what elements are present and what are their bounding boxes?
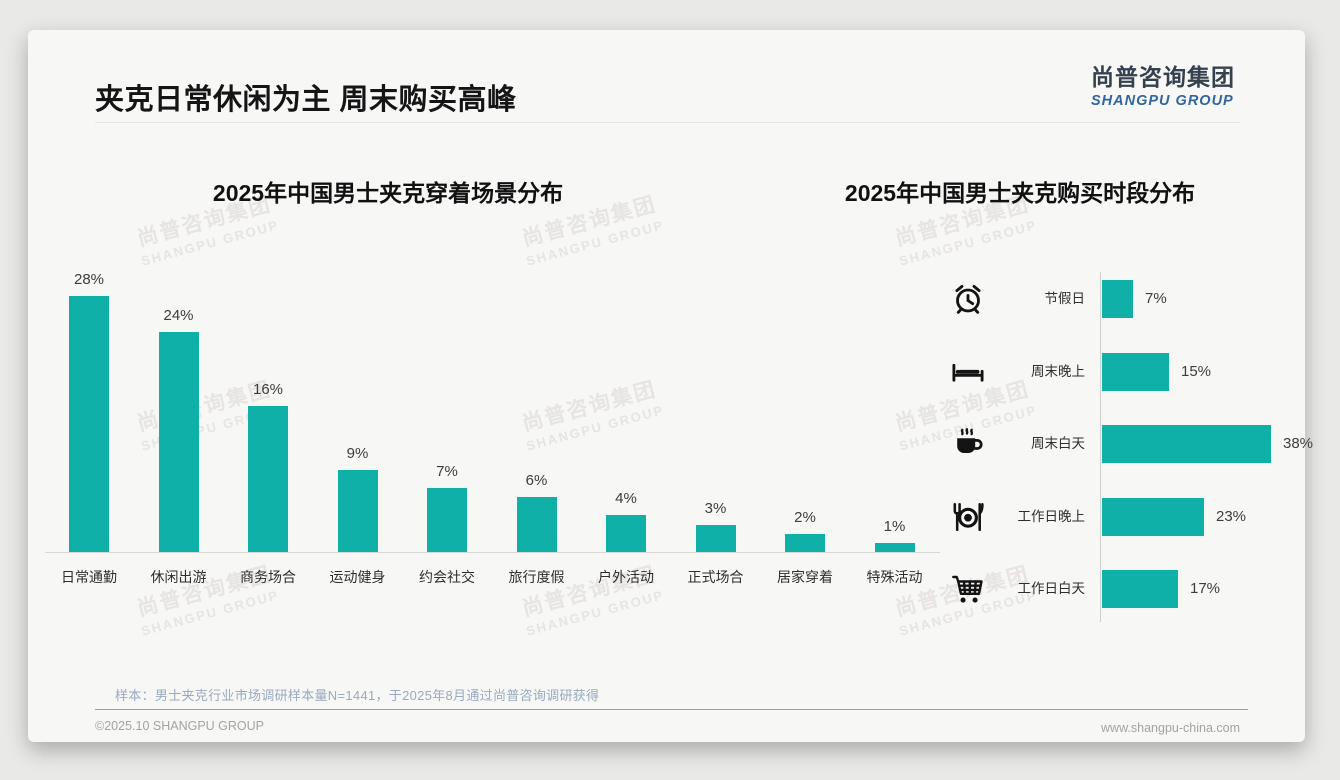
bar bbox=[1102, 352, 1169, 391]
row-category-label: 工作日白天 bbox=[1017, 581, 1086, 596]
shangpu-logo: 尚普咨询集团 SHANGPU GROUP bbox=[1091, 58, 1241, 109]
time-chart: 节假日 7% 周末晚上 15% 周末白天 38% 工作日晚上 23% 工作日白天 17% bbox=[28, 30, 1313, 742]
header-divider bbox=[95, 122, 1240, 123]
bar-category-label: 运动健身 bbox=[329, 569, 386, 585]
bar-category-label: 户外活动 bbox=[598, 569, 654, 585]
bar-value-label: 38% bbox=[1283, 435, 1314, 452]
sample-footnote: 样本：男士夹克行业市场调研样本量N=1441，于2025年8月通过尚普咨询调研获… bbox=[115, 688, 600, 703]
bar bbox=[1102, 425, 1271, 463]
row-category-label: 节假日 bbox=[1044, 291, 1086, 306]
bar bbox=[1102, 280, 1133, 318]
bar bbox=[874, 543, 915, 552]
row-category-label: 周末晚上 bbox=[1031, 363, 1085, 379]
bar bbox=[158, 332, 199, 552]
cart-icon bbox=[950, 571, 986, 607]
bar-value-label: 16% bbox=[252, 381, 284, 398]
footer-copyright: ©2025.10 SHANGPU GROUP bbox=[95, 719, 264, 733]
bar-value-label: 15% bbox=[1181, 362, 1212, 380]
alarm-clock-icon bbox=[950, 281, 986, 317]
logo-cn-text: 尚普咨询集团 bbox=[1091, 64, 1235, 90]
bar-category-label: 休闲出游 bbox=[150, 569, 207, 585]
bar-category-label: 约会社交 bbox=[419, 569, 475, 585]
bar-value-label: 4% bbox=[615, 490, 637, 507]
bar bbox=[69, 296, 109, 552]
y-axis-line bbox=[1100, 272, 1101, 622]
dining-icon bbox=[950, 499, 986, 535]
bar bbox=[606, 515, 646, 552]
bar-value-label: 23% bbox=[1216, 507, 1247, 525]
x-axis-line bbox=[45, 552, 940, 553]
footer-divider bbox=[95, 709, 1248, 710]
slide-card: 尚普咨询集团 SHANGPU GROUP 尚普咨询集团 SHANGPU GROUP 尚普… bbox=[28, 30, 1313, 742]
bar-value-label: 7% bbox=[436, 463, 458, 480]
bar-category-label: 居家穿着 bbox=[777, 569, 833, 585]
bar-category-label: 日常通勤 bbox=[61, 569, 117, 585]
bar-value-label: 3% bbox=[704, 500, 727, 517]
bar-category-label: 正式场合 bbox=[687, 569, 744, 585]
bar-value-label: 17% bbox=[1190, 580, 1221, 597]
scene-chart: 28% 日常通勤 24% 休闲出游 16% 商务场合 9% 运动健身 7% 约会社交 6% 旅行度假 4… bbox=[45, 271, 940, 585]
bar bbox=[427, 488, 467, 552]
time-chart-title: 2025年中国男士夹克购买时段分布 bbox=[844, 180, 1196, 206]
bar bbox=[1102, 497, 1204, 536]
bar bbox=[695, 525, 736, 552]
bar-category-label: 特殊活动 bbox=[866, 569, 923, 585]
bar-value-label: 24% bbox=[163, 307, 194, 324]
bar-category-label: 旅行度假 bbox=[508, 569, 565, 585]
row-category-label: 工作日晚上 bbox=[1017, 508, 1086, 524]
bar-category-label: 商务场合 bbox=[240, 569, 296, 585]
page-title: 夹克日常休闲为主 周末购买高峰 bbox=[95, 84, 517, 116]
footer-website: www.shangpu-china.com bbox=[1101, 721, 1240, 735]
bar bbox=[248, 406, 288, 552]
bar bbox=[337, 470, 378, 552]
coffee-icon bbox=[950, 426, 986, 462]
scene-chart-title: 2025年中国男士夹克穿着场景分布 bbox=[212, 180, 564, 206]
bar-value-label: 7% bbox=[1145, 290, 1167, 307]
bar bbox=[1102, 570, 1178, 608]
bar-value-label: 9% bbox=[346, 445, 369, 462]
bar bbox=[516, 497, 557, 552]
bar-value-label: 28% bbox=[73, 271, 105, 288]
bed-icon bbox=[950, 354, 986, 390]
bar-value-label: 6% bbox=[525, 472, 548, 489]
bar-value-label: 2% bbox=[794, 509, 816, 526]
row-category-label: 周末白天 bbox=[1031, 436, 1085, 451]
bar-value-label: 1% bbox=[883, 518, 906, 535]
bar bbox=[785, 534, 825, 552]
logo-en-text: SHANGPU GROUP bbox=[1091, 93, 1234, 109]
